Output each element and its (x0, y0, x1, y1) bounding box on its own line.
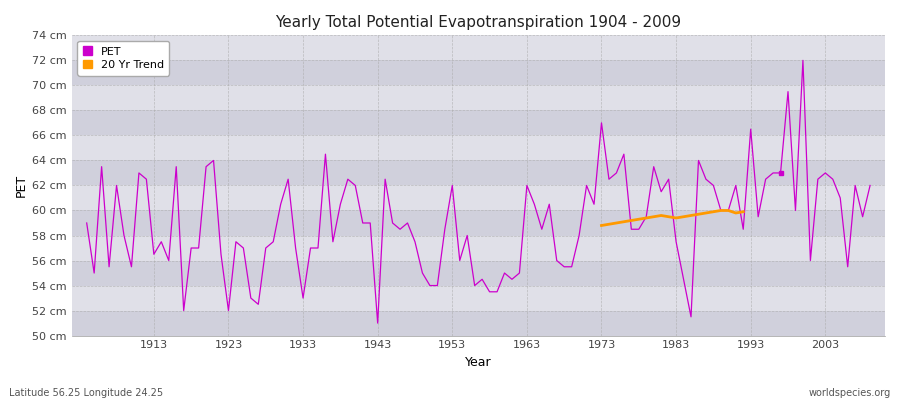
Bar (72, 186, 885, 210)
Bar (72, 60, 885, 85)
Bar (72, 286, 885, 310)
Bar (72, 136, 885, 160)
Bar (72, 160, 885, 186)
X-axis label: Year: Year (465, 356, 491, 369)
Bar (72, 260, 885, 286)
Bar (72, 85, 885, 110)
Bar (72, 310, 885, 336)
Title: Yearly Total Potential Evapotranspiration 1904 - 2009: Yearly Total Potential Evapotranspiratio… (275, 15, 681, 30)
Bar (72, 236, 885, 260)
Text: worldspecies.org: worldspecies.org (809, 388, 891, 398)
Bar (72, 210, 885, 236)
Bar (72, 110, 885, 136)
Legend: PET, 20 Yr Trend: PET, 20 Yr Trend (77, 41, 169, 76)
Text: Latitude 56.25 Longitude 24.25: Latitude 56.25 Longitude 24.25 (9, 388, 163, 398)
Y-axis label: PET: PET (15, 174, 28, 197)
Bar (72, 35, 885, 60)
